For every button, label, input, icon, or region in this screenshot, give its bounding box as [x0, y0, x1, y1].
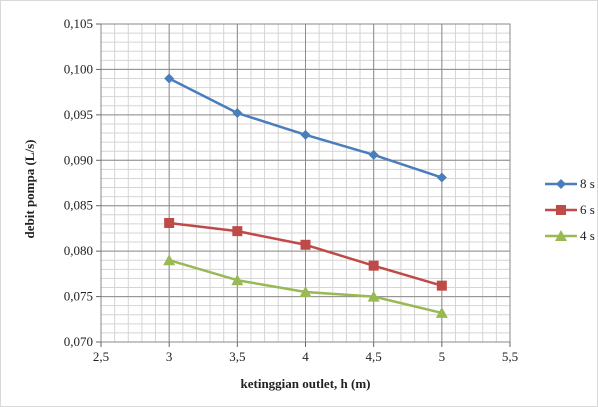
y-tick-label: 0,090 — [64, 152, 93, 167]
legend-label: 8 s — [580, 176, 595, 191]
x-tick-label: 3 — [166, 349, 173, 364]
point-marker-triangle — [163, 254, 176, 266]
legend-item: 8 s — [545, 176, 595, 191]
y-tick-label: 0,080 — [64, 243, 93, 258]
point-marker-diamond — [436, 172, 447, 183]
point-marker-triangle — [555, 230, 567, 241]
x-tick-label: 2,5 — [93, 349, 109, 364]
y-tick-label: 0,105 — [64, 16, 93, 31]
point-marker-triangle — [231, 274, 244, 286]
y-tick-label: 0,075 — [64, 289, 93, 304]
y-tick-label: 0,085 — [64, 198, 93, 213]
y-tick-label: 0,095 — [64, 107, 93, 122]
x-axis-ticks: 2,5 3 3,5 4 4,5 5 5,5 — [93, 342, 518, 364]
point-marker-diamond — [232, 108, 243, 119]
point-marker-diamond — [368, 149, 379, 160]
y-tick-label: 0,100 — [64, 61, 93, 76]
point-marker-triangle — [367, 290, 380, 302]
x-tick-label: 5,5 — [502, 349, 518, 364]
point-marker-square — [232, 226, 243, 237]
y-tick-label: 0,070 — [64, 334, 93, 349]
legend: 8 s 6 s 4 s — [545, 176, 595, 243]
point-marker-square — [368, 260, 379, 271]
y-axis-ticks: 0,070 0,075 0,080 0,085 0,090 0,095 0,100 0,105 — [64, 16, 101, 349]
x-tick-label: 4,5 — [366, 349, 382, 364]
point-marker-square — [556, 205, 566, 215]
point-marker-diamond — [556, 179, 566, 189]
point-marker-square — [436, 280, 447, 291]
legend-item: 6 s — [545, 202, 595, 217]
y-axis-title: debit pompa (L/s) — [22, 140, 37, 239]
x-tick-label: 4 — [302, 349, 309, 364]
x-tick-label: 5 — [439, 349, 446, 364]
point-marker-square — [164, 217, 175, 228]
point-marker-diamond — [164, 73, 175, 84]
x-axis-title: ketinggian outlet, h (m) — [241, 376, 371, 391]
legend-label: 4 s — [580, 228, 595, 243]
series-4-s — [163, 254, 448, 318]
point-marker-square — [300, 239, 311, 250]
series-6-s — [164, 217, 447, 291]
legend-label: 6 s — [580, 202, 595, 217]
legend-item: 4 s — [545, 228, 595, 243]
series-8-s — [164, 73, 447, 183]
point-marker-triangle — [435, 306, 448, 318]
x-tick-label: 3,5 — [229, 349, 245, 364]
series-layer — [163, 73, 448, 318]
point-marker-diamond — [300, 129, 311, 140]
point-marker-triangle — [299, 286, 312, 298]
